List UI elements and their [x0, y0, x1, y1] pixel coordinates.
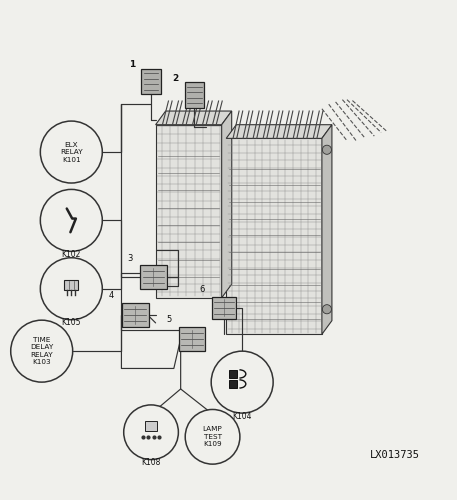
Text: ELX
RELAY
K101: ELX RELAY K101	[60, 142, 83, 163]
Bar	[228, 370, 237, 378]
Text: 3: 3	[127, 254, 133, 263]
Text: LX013735: LX013735	[370, 450, 420, 460]
Text: 4: 4	[109, 291, 114, 300]
Text: TIME
DELAY
RELAY
K103: TIME DELAY RELAY K103	[30, 337, 53, 366]
Polygon shape	[155, 111, 232, 124]
Circle shape	[185, 410, 240, 464]
Bar	[155, 124, 222, 298]
Bar	[228, 380, 237, 388]
Circle shape	[40, 258, 102, 320]
FancyBboxPatch shape	[140, 266, 167, 289]
FancyBboxPatch shape	[185, 82, 204, 108]
Polygon shape	[222, 111, 232, 298]
Text: LAMP
TEST
K109: LAMP TEST K109	[202, 426, 223, 448]
FancyBboxPatch shape	[212, 296, 236, 319]
Circle shape	[322, 304, 331, 314]
Circle shape	[322, 145, 331, 154]
Polygon shape	[322, 124, 332, 334]
FancyBboxPatch shape	[122, 303, 149, 326]
Text: K105: K105	[62, 318, 81, 327]
Circle shape	[40, 121, 102, 183]
Text: 2: 2	[173, 74, 179, 83]
Text: 6: 6	[199, 285, 204, 294]
FancyBboxPatch shape	[142, 68, 160, 94]
Text: 1: 1	[129, 60, 136, 70]
Bar	[64, 280, 78, 290]
Bar	[145, 422, 157, 432]
Polygon shape	[226, 124, 332, 138]
Circle shape	[211, 351, 273, 413]
FancyBboxPatch shape	[179, 327, 206, 350]
Bar	[226, 138, 322, 334]
Text: K102: K102	[62, 250, 81, 259]
Text: K108: K108	[141, 458, 161, 467]
Text: K104: K104	[233, 412, 252, 420]
Circle shape	[124, 405, 178, 460]
Circle shape	[40, 190, 102, 252]
Text: 5: 5	[166, 316, 171, 324]
Circle shape	[11, 320, 73, 382]
